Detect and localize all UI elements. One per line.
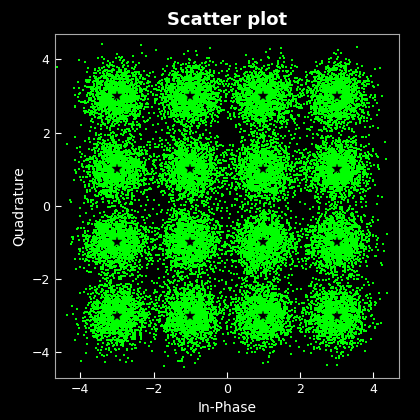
Title: Scatter plot: Scatter plot	[167, 11, 287, 29]
Channel 1	[134, 159, 139, 164]
Channel 1	[122, 301, 127, 306]
Channel 1	[256, 179, 261, 184]
Channel 1	[258, 297, 263, 302]
Channel 1	[362, 70, 367, 75]
Channel 1	[262, 139, 267, 144]
Channel 1	[344, 123, 349, 128]
Line: Channel 1: Channel 1	[55, 43, 388, 368]
Channel 1	[182, 365, 187, 370]
Channel 1	[65, 312, 70, 317]
Y-axis label: Quadrature: Quadrature	[12, 166, 26, 246]
Channel 1	[99, 42, 104, 47]
X-axis label: In-Phase: In-Phase	[197, 402, 256, 415]
